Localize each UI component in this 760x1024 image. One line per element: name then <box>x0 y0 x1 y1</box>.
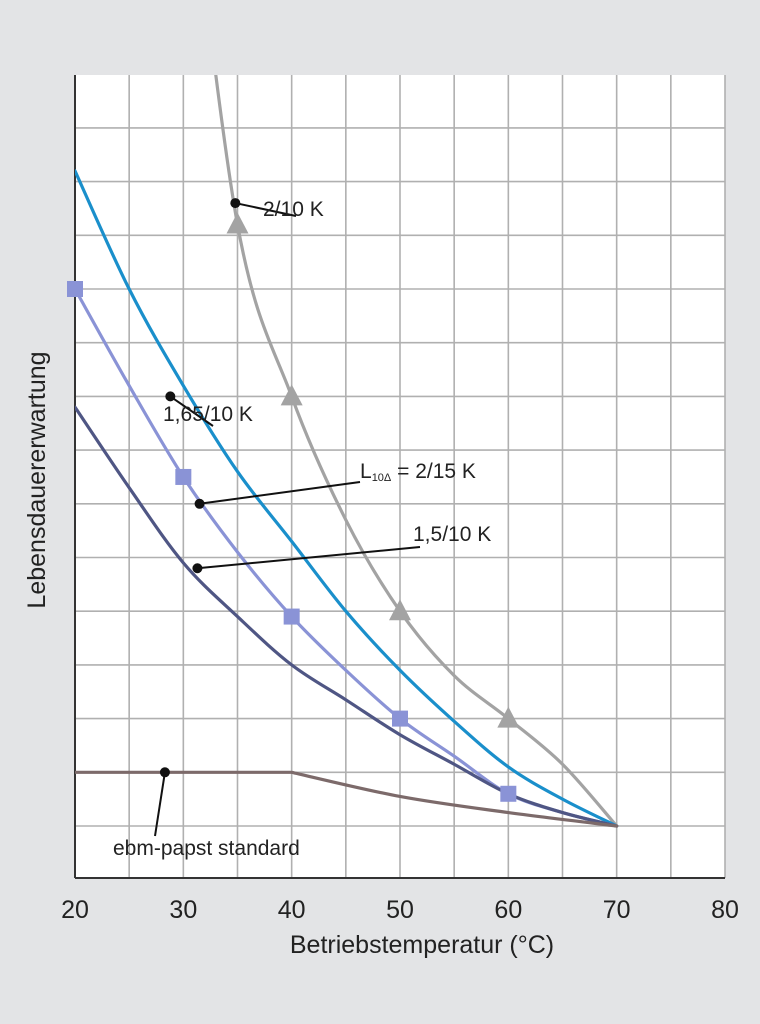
x-axis-label: Betriebstemperatur (°C) <box>290 931 554 959</box>
marker-triangle <box>497 706 520 728</box>
annotations-group: 2/10 K 1,65/10 K L10Δ = 2/15 K 1,5/10 K ebm-… <box>113 198 491 860</box>
x-tick-label: 20 <box>61 896 89 924</box>
x-tick-label: 50 <box>386 896 414 924</box>
series-line-ebm-papst-standard <box>75 770 619 828</box>
marker-triangle <box>389 599 411 621</box>
marker-square <box>175 468 192 485</box>
x-tick-label: 80 <box>711 896 739 924</box>
annotation-leader <box>169 395 214 427</box>
marker-square <box>283 608 300 625</box>
annotation-label: 2/10 K <box>263 198 324 221</box>
marker-square <box>500 785 517 802</box>
x-tick-label: 40 <box>278 896 306 924</box>
marker-square <box>67 281 83 297</box>
annotation-label: 1,65/10 K <box>163 403 253 426</box>
annotation-dot <box>192 563 203 574</box>
marker-square <box>392 710 408 727</box>
x-tick-labels: 20 30 40 50 60 70 80 <box>61 896 739 924</box>
annotation-leader <box>235 202 297 217</box>
annotation-dot <box>165 391 176 402</box>
annotation-leader <box>199 481 361 505</box>
marker-triangle <box>280 384 303 406</box>
annotation-dot <box>159 767 170 778</box>
grid-lines <box>74 75 726 878</box>
axes <box>74 75 725 879</box>
annotation-dot <box>194 498 205 509</box>
annotation-label: 1,5/10 K <box>413 523 491 546</box>
annotation-leader <box>197 546 421 570</box>
marker-triangle <box>226 212 249 234</box>
markers-group <box>67 212 520 802</box>
annotation-label: L10Δ = 2/15 K <box>360 460 476 484</box>
x-tick-label: 70 <box>603 896 631 924</box>
annotation-dot <box>230 198 241 209</box>
y-axis-label: Lebensdauererwartung <box>23 351 51 608</box>
series-line-1-65-10-k <box>75 169 619 828</box>
series-line-2-10-k <box>214 75 619 828</box>
annotation-label: ebm-papst standard <box>113 837 300 860</box>
x-tick-label: 30 <box>169 896 197 924</box>
x-tick-label: 60 <box>494 896 522 924</box>
annotation-leader <box>154 772 166 837</box>
